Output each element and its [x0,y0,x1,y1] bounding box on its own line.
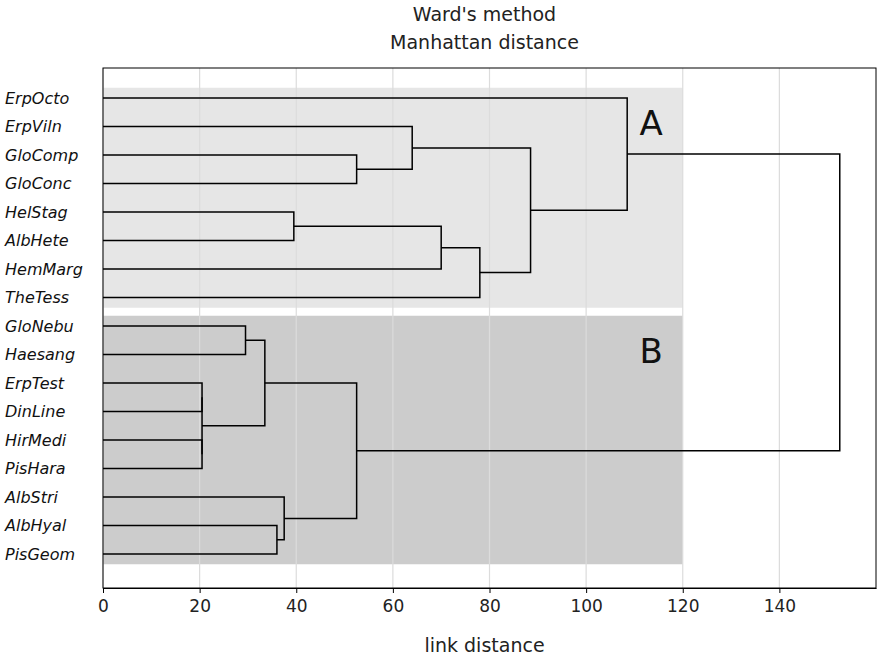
dendrogram-link [103,98,627,210]
x-axis-title: link distance [424,634,544,656]
tick: 0 [98,588,109,616]
tick-label: 20 [189,596,211,616]
leaf-label: GloNebu [5,317,74,336]
tick-label: 140 [764,596,796,616]
tick-mark [586,588,587,593]
leaf-label: PisHara [5,459,66,478]
tick-mark [296,588,297,593]
leaf-label: AlbHyal [4,516,67,535]
leaf-label: GloComp [5,146,78,165]
tick: 140 [764,588,796,616]
dendrogram-link [412,148,530,273]
tick: 40 [286,588,308,616]
dendrogram-link [103,440,202,469]
tick: 100 [570,588,602,616]
subtitle: Manhattan distance [390,31,579,53]
group-label: A [639,103,662,143]
dendrogram-link [103,383,202,412]
leaf-label: TheTess [5,288,69,307]
leaf-label: ErpOcto [5,89,70,108]
leaf-label: DinLine [5,402,65,421]
dendrogram-link [103,526,277,555]
tick: 120 [667,588,699,616]
title: Ward's method [413,3,556,25]
grid-line [199,68,200,588]
tick-label: 100 [570,596,602,616]
dendrogram-link [103,155,357,184]
dendrogram-link [103,127,412,170]
leaf-label: AlbStri [4,488,59,507]
chart: 0 20 40 60 80 100 120 140 ErpOcto ErpViln GloComp G… [0,0,884,661]
tick-label: 0 [98,596,109,616]
grid-line [296,68,297,588]
dendrogram-link [265,383,357,518]
leaf-label: HemMarg [5,260,83,279]
grid-line [392,68,393,588]
dendrogram [103,98,840,554]
leaf-label: GloConc [5,174,72,193]
leaf-label: ErpTest [5,374,65,393]
tick-mark [490,588,491,593]
group-label: B [639,331,662,371]
dendrogram-link [103,226,441,269]
tick: 60 [383,588,405,616]
tick-mark [200,588,201,593]
tick-mark [779,588,780,593]
leaf-label: HelStag [5,203,68,222]
leaf-label: PisGeom [5,545,75,564]
x-axis: 0 20 40 60 80 100 120 140 [98,588,876,616]
tick: 20 [189,588,211,616]
leaf-label: AlbHete [4,231,69,250]
dendrogram-link [357,154,840,451]
plot-frame [103,68,876,588]
dendrogram-link [103,212,294,241]
tick-label: 60 [383,596,405,616]
tick-mark [103,588,104,593]
tick-mark [393,588,394,593]
leaf-label: Haesang [5,345,75,364]
leaf-label: HirMedi [5,431,67,450]
tick-label: 120 [667,596,699,616]
dendrogram-link [202,340,265,426]
tick-label: 40 [286,596,308,616]
grid-line [586,68,587,588]
tick: 80 [479,588,501,616]
grid-line [682,68,683,588]
grid-line [489,68,490,588]
tick-label: 80 [479,596,501,616]
tick-mark [683,588,684,593]
grid [103,68,779,588]
dendrogram-link [103,326,246,355]
grid-line [779,68,780,588]
dendrogram-link [103,248,480,298]
leaf-label: ErpViln [5,117,62,136]
leaf-labels: ErpOcto ErpViln GloComp GloConc HelStag AlbHe… [4,89,83,564]
dendrogram-link [103,497,284,540]
